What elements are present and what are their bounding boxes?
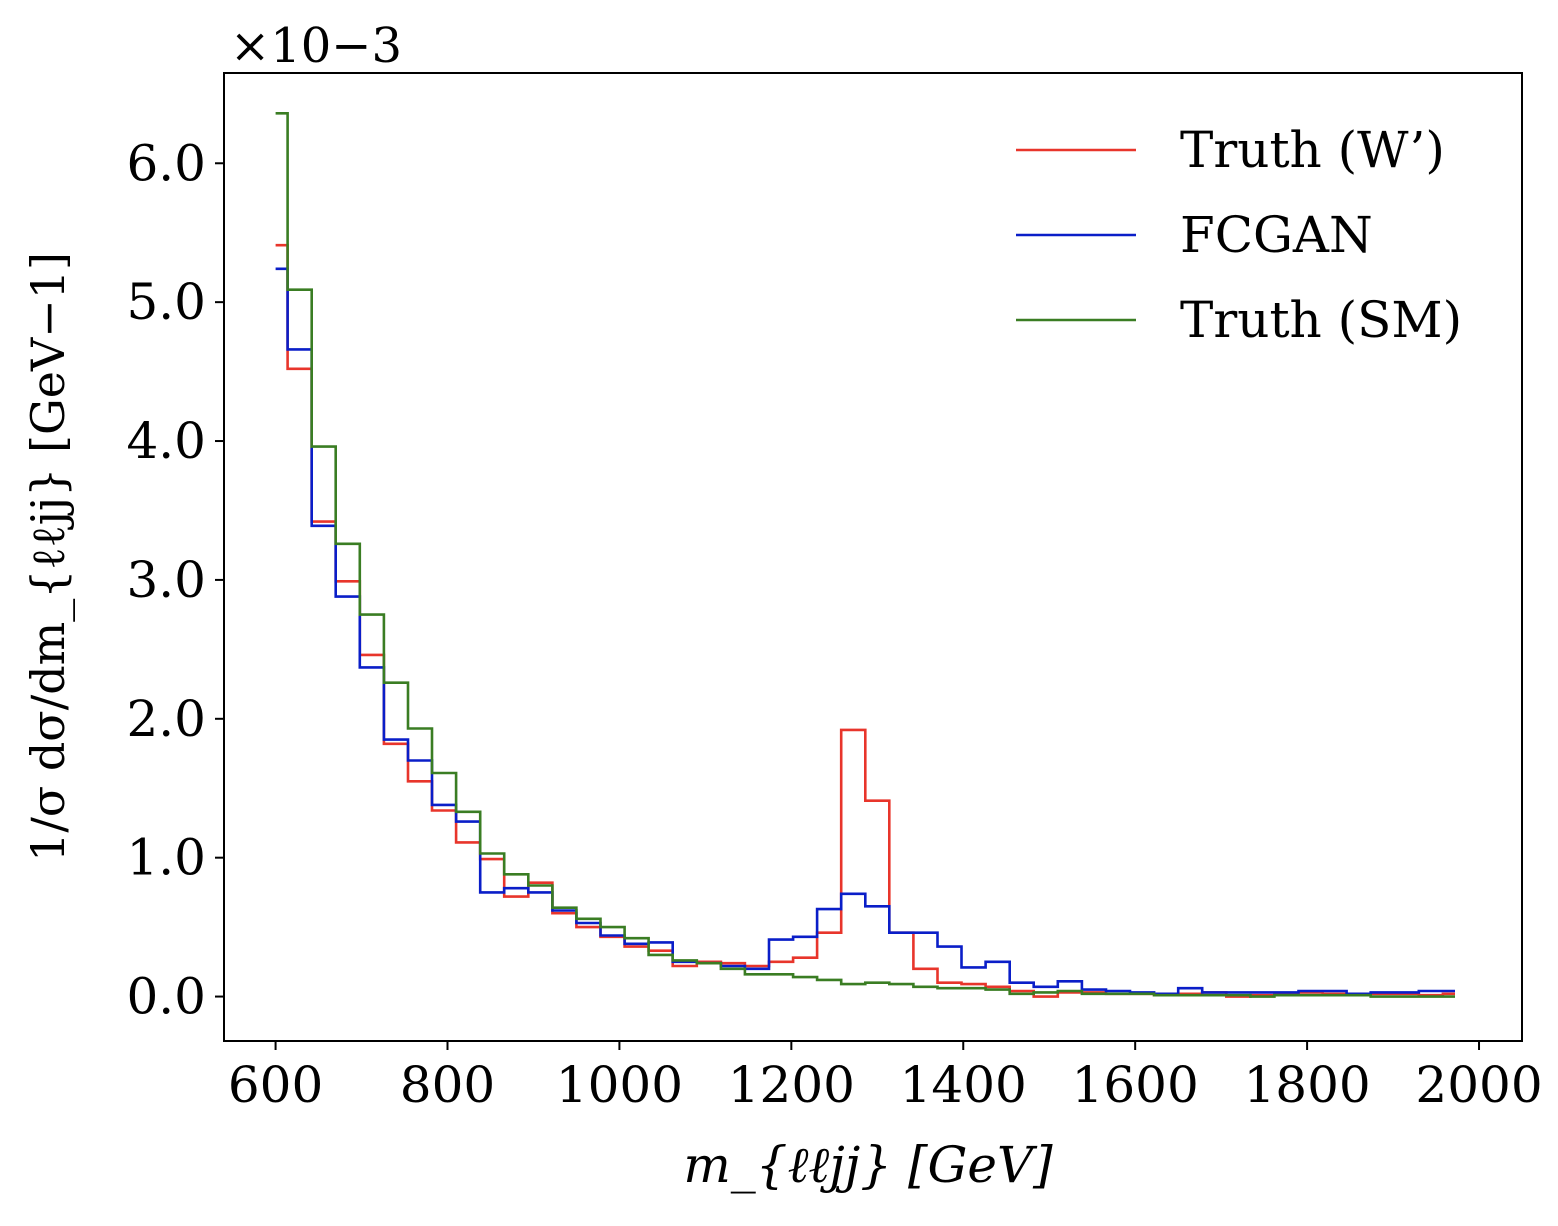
y-axis-label: 1/σ dσ/dm_{ℓℓjj} [GeV−1] [21, 252, 75, 862]
x-tick-label: 1600 [1072, 1056, 1199, 1114]
y-axis-multiplier: ×10−3 [230, 18, 402, 74]
x-axis-ticks: 600 800 1000 1200 1400 1600 1800 2000 [228, 1041, 1543, 1114]
x-tick-label: 600 [228, 1056, 323, 1114]
legend-label: Truth (SM) [1180, 291, 1462, 349]
y-tick-label: 3.0 [126, 551, 206, 609]
series-3-line [275, 112, 1455, 998]
y-axis-ticks: 0.0 1.0 2.0 3.0 4.0 5.0 6.0 [126, 134, 224, 1026]
y-tick-label: 2.0 [126, 690, 206, 748]
x-tick-label: 1400 [900, 1056, 1027, 1114]
x-tick-label: 1200 [728, 1056, 855, 1114]
y-tick-label: 1.0 [126, 829, 206, 887]
x-tick-label: 1000 [556, 1056, 683, 1114]
x-tick-label: 1800 [1243, 1056, 1370, 1114]
x-axis-label: m_{ℓℓjj} [GeV] [683, 1136, 1053, 1194]
legend-label: FCGAN [1180, 206, 1373, 264]
legend: Truth (W’) FCGAN Truth (SM) [1016, 121, 1462, 349]
x-tick-label: 800 [400, 1056, 495, 1114]
x-tick-label: 2000 [1415, 1056, 1542, 1114]
y-tick-label: 6.0 [126, 134, 206, 192]
y-tick-label: 0.0 [126, 968, 206, 1026]
y-tick-label: 5.0 [126, 273, 206, 331]
series-1-line [275, 243, 1455, 998]
legend-label: Truth (W’) [1180, 121, 1445, 179]
plot-frame [223, 72, 1523, 1042]
series-layer [275, 112, 1455, 998]
y-tick-label: 4.0 [126, 412, 206, 470]
